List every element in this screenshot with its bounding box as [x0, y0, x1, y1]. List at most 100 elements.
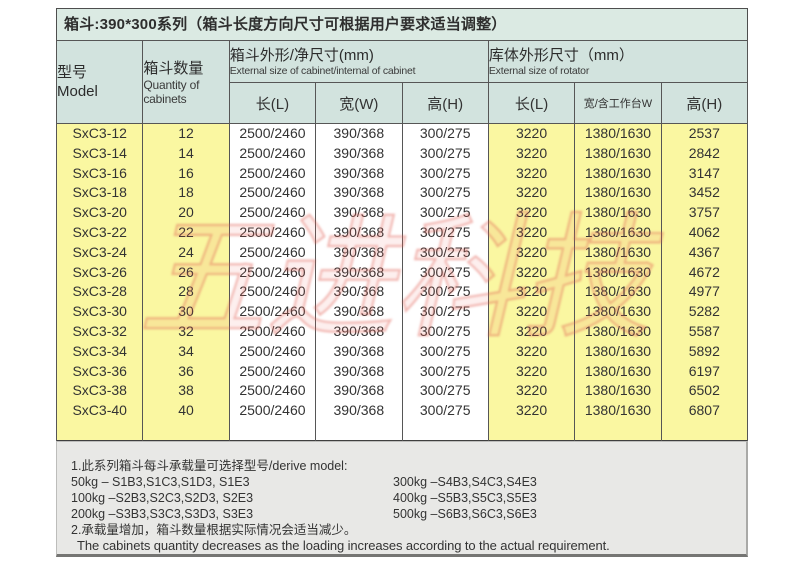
header-model-en: Model: [57, 83, 98, 100]
cell-cabinet-width: 390/368: [315, 302, 403, 322]
cell-rotator-width: 1380/1630: [574, 361, 662, 382]
subheader-rotator-height: 高(H): [660, 82, 749, 124]
cell-cabinet-length: 2500/2460: [228, 123, 317, 144]
cell-quantity: 28: [142, 282, 230, 303]
cell-rotator-height: 4367: [660, 242, 749, 263]
cell-cabinet-width: 390/368: [315, 143, 403, 164]
cell-cabinet-width: 390/368: [315, 123, 403, 144]
cell-rotator-length: 3220: [487, 381, 576, 402]
cell-cabinet-width: 390/368: [315, 381, 403, 402]
cell-rotator-width: 1380/1630: [574, 302, 662, 322]
subheader-cabinet-length: 长(L): [228, 82, 317, 124]
cell-rotator-length: 3220: [487, 361, 576, 382]
cell-rotator-width: 1380/1630: [574, 381, 662, 402]
cell-model: [55, 420, 144, 441]
cell-quantity: 32: [142, 321, 230, 342]
cell-rotator-length: 3220: [487, 282, 576, 303]
note-kg-200: 200kg –S3B3,S3C3,S3D3, S3E3: [71, 507, 254, 522]
cell-model: SxC3-28: [55, 282, 144, 303]
cell-cabinet-length: 2500/2460: [228, 143, 317, 164]
cell-rotator-height: 6807: [660, 401, 749, 421]
cell-model: SxC3-18: [55, 183, 144, 204]
cell-cabinet-length: 2500/2460: [228, 321, 317, 342]
cell-rotator-height: 5587: [660, 321, 749, 342]
cell-rotator-length: 3220: [487, 203, 576, 223]
cell-rotator-length: 3220: [487, 222, 576, 243]
cell-rotator-width: 1380/1630: [574, 341, 662, 362]
header-quantity: 箱斗数量 Quantity of cabinets: [142, 40, 230, 124]
cell-cabinet-width: 390/368: [315, 163, 403, 184]
cell-cabinet-height: 300/275: [401, 163, 489, 184]
table-row: SxC3-24 24 2500/2460 390/368 300/275 322…: [55, 242, 749, 263]
cell-quantity: 30: [142, 302, 230, 322]
cell-cabinet-height: 300/275: [401, 381, 489, 402]
table-row: SxC3-14 14 2500/2460 390/368 300/275 322…: [55, 143, 749, 164]
cell-rotator-width: 1380/1630: [574, 262, 662, 283]
cell-cabinet-width: 390/368: [315, 222, 403, 243]
cell-cabinet-height: 300/275: [401, 361, 489, 382]
header-model-zh: 型号: [57, 64, 88, 81]
cell-rotator-height: 3757: [660, 203, 749, 223]
subheader-cabinet-width: 宽(W): [315, 82, 403, 124]
subheader-rotator-width: 宽/含工作台W: [574, 82, 662, 124]
cell-cabinet-height: 300/275: [401, 401, 489, 421]
cell-rotator-height: 6502: [660, 381, 749, 402]
cell-cabinet-height: 300/275: [401, 282, 489, 303]
cell-quantity: [142, 420, 230, 441]
header-model: 型号 Model: [55, 40, 144, 124]
cell-quantity: 20: [142, 203, 230, 223]
table-row: SxC3-22 22 2500/2460 390/368 300/275 322…: [55, 222, 749, 243]
cell-rotator-height: 6197: [660, 361, 749, 382]
cell-quantity: 24: [142, 242, 230, 263]
cell-model: SxC3-32: [55, 321, 144, 342]
cell-cabinet-length: 2500/2460: [228, 282, 317, 303]
cell-model: SxC3-12: [55, 123, 144, 144]
table-row: SxC3-28 28 2500/2460 390/368 300/275 322…: [55, 282, 749, 303]
cell-rotator-width: 1380/1630: [574, 163, 662, 184]
note-kg-row: 50kg – S1B3,S1C3,S1D3, S1E3 300kg –S4B3,…: [71, 474, 746, 490]
table-row: SxC3-32 32 2500/2460 390/368 300/275 322…: [55, 321, 749, 342]
cell-rotator-length: 3220: [487, 242, 576, 263]
cell-rotator-width: 1380/1630: [574, 183, 662, 204]
header-rotator-size-zh: 库体外形尺寸（mm）: [488, 46, 634, 64]
cell-cabinet-width: 390/368: [315, 183, 403, 204]
cell-rotator-length: 3220: [487, 262, 576, 283]
table-row: SxC3-38 38 2500/2460 390/368 300/275 322…: [55, 381, 749, 402]
note-kg-400: 400kg –S5B3,S5C3,S5E3: [393, 491, 537, 506]
cell-cabinet-length: 2500/2460: [228, 183, 317, 204]
cell-cabinet-length: 2500/2460: [228, 203, 317, 223]
cell-model: SxC3-20: [55, 203, 144, 223]
cell-quantity: 16: [142, 163, 230, 184]
cell-model: SxC3-26: [55, 262, 144, 283]
cell-quantity: 18: [142, 183, 230, 204]
cell-quantity: 14: [142, 143, 230, 164]
table-row: SxC3-40 40 2500/2460 390/368 300/275 322…: [55, 401, 749, 421]
cell-rotator-length: 3220: [487, 163, 576, 184]
note-kg-300: 300kg –S4B3,S4C3,S4E3: [393, 475, 537, 490]
table-header: 型号 Model 箱斗数量 Quantity of cabinets 箱斗外形/…: [55, 40, 749, 124]
table-row: SxC3-18 18 2500/2460 390/368 300/275 322…: [55, 183, 749, 204]
cell-cabinet-length: 2500/2460: [228, 361, 317, 382]
cell-rotator-length: 3220: [487, 401, 576, 421]
cell-cabinet-length: 2500/2460: [228, 381, 317, 402]
cell-model: SxC3-34: [55, 341, 144, 362]
cell-rotator-height: 4977: [660, 282, 749, 303]
spacer-row: [55, 420, 749, 441]
subheader-rotator-length: 长(L): [487, 82, 576, 124]
cell-rotator-length: 3220: [487, 123, 576, 144]
cell-rotator-width: 1380/1630: [574, 401, 662, 421]
cell-cabinet-length: 2500/2460: [228, 302, 317, 322]
note-line-1: 1.此系列箱斗每斗承载量可选择型号/derive model:: [71, 459, 348, 474]
cell-cabinet-width: 390/368: [315, 321, 403, 342]
cell-rotator-length: 3220: [487, 321, 576, 342]
cell-rotator-length: [487, 420, 576, 441]
spec-table: 型号 Model 箱斗数量 Quantity of cabinets 箱斗外形/…: [55, 40, 749, 442]
cell-cabinet-length: 2500/2460: [228, 163, 317, 184]
cell-rotator-width: 1380/1630: [574, 282, 662, 303]
cell-rotator-length: 3220: [487, 341, 576, 362]
cell-model: SxC3-38: [55, 381, 144, 402]
header-quantity-en: Quantity of cabinets: [143, 77, 200, 106]
cell-cabinet-height: 300/275: [401, 302, 489, 322]
header-cabinet-size-group: 箱斗外形/净尺寸(mm) External size of cabinet/in…: [228, 40, 489, 83]
cell-cabinet-height: [401, 420, 489, 441]
